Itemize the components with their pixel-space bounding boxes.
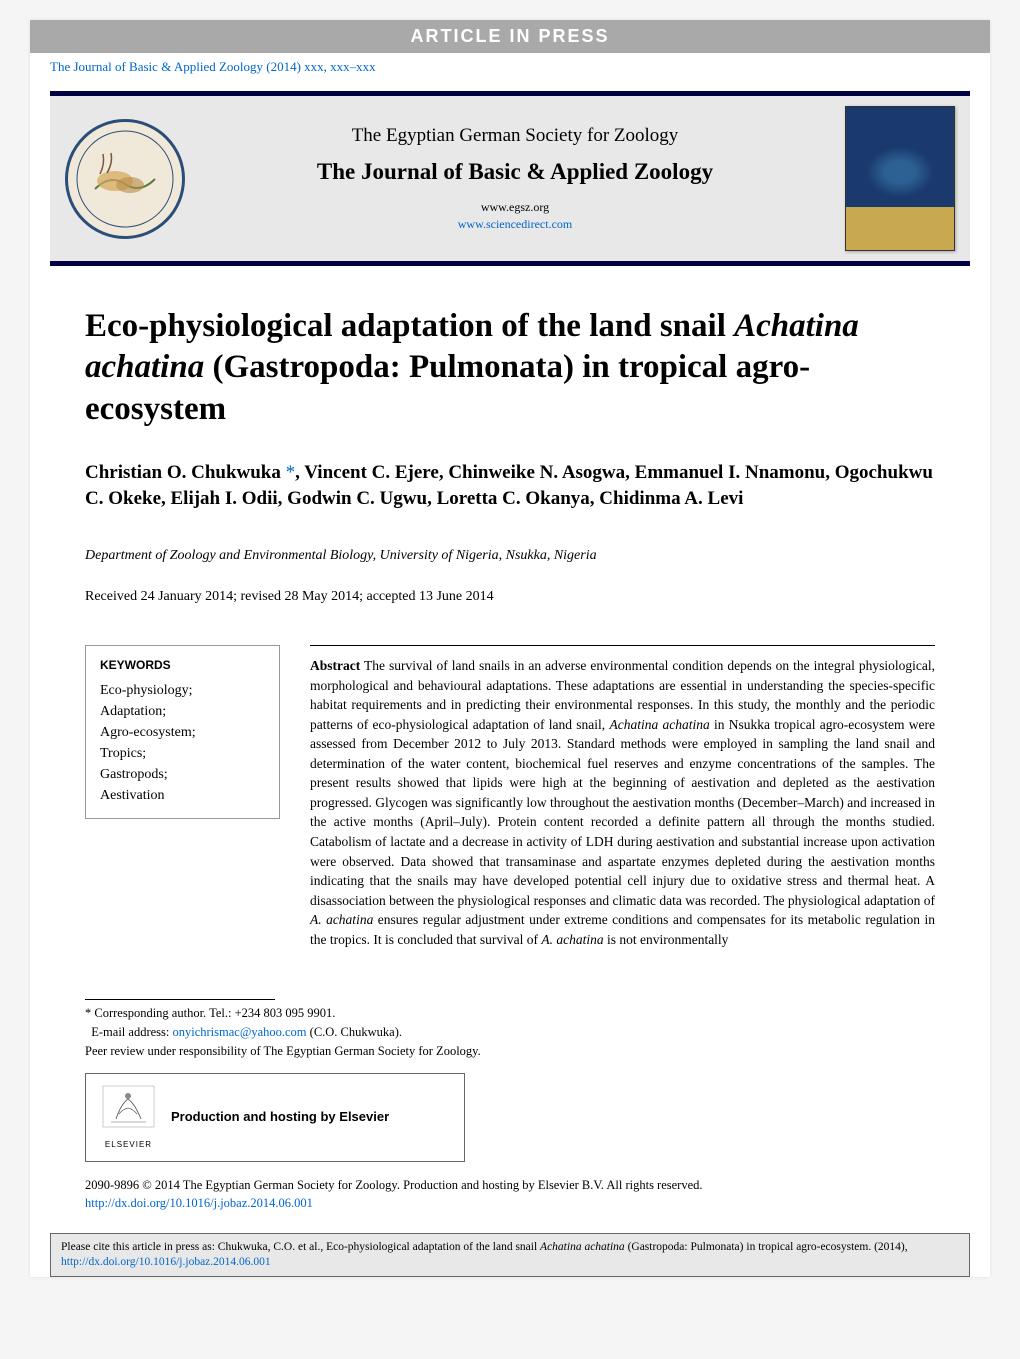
email-line: E-mail address: onyichrismac@yahoo.com (… bbox=[85, 1023, 935, 1042]
keywords-list: Eco-physiology; Adaptation; Agro-ecosyst… bbox=[100, 680, 265, 806]
authors-line1: Christian O. Chukwuka bbox=[85, 462, 286, 483]
abstract-body-mid: in Nsukka tropical agro-ecosystem were a… bbox=[310, 717, 935, 908]
article-title: Eco-physiological adaptation of the land… bbox=[85, 306, 935, 430]
keyword-item: Aestivation bbox=[100, 785, 265, 806]
elsevier-logo-icon bbox=[101, 1084, 156, 1139]
email-post: (C.O. Chukwuka). bbox=[307, 1025, 402, 1039]
citation-box: Please cite this article in press as: Ch… bbox=[50, 1233, 970, 1277]
society-name: The Egyptian German Society for Zoology bbox=[210, 125, 820, 147]
journal-cover-thumbnail bbox=[845, 106, 955, 251]
url-sciencedirect[interactable]: www.sciencedirect.com bbox=[210, 216, 820, 233]
copyright-text: 2090-9896 © 2014 The Egyptian German Soc… bbox=[85, 1176, 935, 1195]
copyright: 2090-9896 © 2014 The Egyptian German Soc… bbox=[85, 1176, 935, 1214]
abstract: Abstract The survival of land snails in … bbox=[310, 656, 935, 949]
society-logo bbox=[65, 119, 185, 239]
cite-mid: (Gastropoda: Pulmonata) in tropical agro… bbox=[625, 1241, 908, 1253]
footnotes: * Corresponding author. Tel.: +234 803 0… bbox=[85, 999, 935, 1213]
header-urls: www.egsz.org www.sciencedirect.com bbox=[210, 199, 820, 233]
corresponding-asterisk: * bbox=[286, 462, 296, 483]
keywords-heading: KEYWORDS bbox=[100, 658, 265, 672]
email-link[interactable]: onyichrismac@yahoo.com bbox=[172, 1025, 306, 1039]
abstract-column: Abstract The survival of land snails in … bbox=[310, 645, 935, 949]
keyword-item: Agro-ecosystem; bbox=[100, 722, 265, 743]
authors: Christian O. Chukwuka *, Vincent C. Ejer… bbox=[85, 460, 935, 513]
journal-header: The Egyptian German Society for Zoology … bbox=[50, 91, 970, 261]
page: ARTICLE IN PRESS The Journal of Basic & … bbox=[30, 20, 990, 1277]
abstract-species: A. achatina bbox=[541, 932, 603, 947]
email-pre: E-mail address: bbox=[91, 1025, 172, 1039]
journal-name: The Journal of Basic & Applied Zoology bbox=[210, 159, 820, 185]
cite-doi[interactable]: http://dx.doi.org/10.1016/j.jobaz.2014.0… bbox=[61, 1256, 271, 1268]
keyword-item: Adaptation; bbox=[100, 701, 265, 722]
article-content: Eco-physiological adaptation of the land… bbox=[30, 306, 990, 1213]
cite-pre: Please cite this article in press as: Ch… bbox=[61, 1241, 540, 1253]
abstract-lead: Abstract bbox=[310, 658, 360, 673]
keywords-box: KEYWORDS Eco-physiology; Adaptation; Agr… bbox=[85, 645, 280, 819]
header-divider bbox=[50, 261, 970, 266]
title-pre: Eco-physiological adaptation of the land… bbox=[85, 308, 734, 344]
abstract-species: Achatina achatina bbox=[609, 717, 709, 732]
abstract-body-post: is not environmentally bbox=[604, 932, 729, 947]
abstract-species: A. achatina bbox=[310, 912, 373, 927]
running-head: The Journal of Basic & Applied Zoology (… bbox=[30, 53, 990, 81]
doi-link[interactable]: http://dx.doi.org/10.1016/j.jobaz.2014.0… bbox=[85, 1194, 935, 1213]
body-row: KEYWORDS Eco-physiology; Adaptation; Agr… bbox=[85, 645, 935, 949]
elsevier-logo-wrap: ELSEVIER bbox=[101, 1084, 156, 1151]
cite-species: Achatina achatina bbox=[540, 1241, 625, 1253]
affiliation: Department of Zoology and Environmental … bbox=[85, 548, 935, 564]
corresponding-author: * Corresponding author. Tel.: +234 803 0… bbox=[85, 1004, 935, 1023]
keyword-item: Tropics; bbox=[100, 743, 265, 764]
hosting-box: ELSEVIER Production and hosting by Elsev… bbox=[85, 1073, 465, 1162]
peer-review-note: Peer review under responsibility of The … bbox=[85, 1042, 935, 1061]
url-egsz[interactable]: www.egsz.org bbox=[210, 199, 820, 216]
header-center: The Egyptian German Society for Zoology … bbox=[200, 125, 830, 233]
hosting-text: Production and hosting by Elsevier bbox=[171, 1107, 389, 1127]
article-dates: Received 24 January 2014; revised 28 May… bbox=[85, 589, 935, 605]
footnote-rule bbox=[85, 999, 275, 1000]
article-in-press-banner: ARTICLE IN PRESS bbox=[30, 20, 990, 53]
keyword-item: Gastropods; bbox=[100, 764, 265, 785]
abstract-rule bbox=[310, 645, 935, 646]
elsevier-caption: ELSEVIER bbox=[101, 1139, 156, 1151]
keyword-item: Eco-physiology; bbox=[100, 680, 265, 701]
